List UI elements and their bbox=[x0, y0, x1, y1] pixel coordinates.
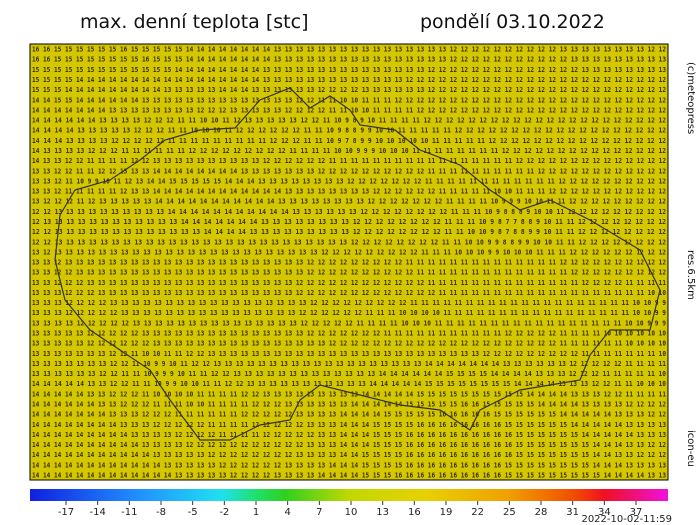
colorbar-tick-label: 31 bbox=[566, 507, 579, 518]
border-contour bbox=[54, 87, 661, 441]
value-row: 14 14 15 15 14 14 14 14 14 14 13 13 13 1… bbox=[32, 96, 666, 104]
value-row: 13 12 13 13 13 13 13 13 13 13 13 13 13 1… bbox=[32, 248, 666, 256]
colorbar-tick-label: 37 bbox=[630, 507, 643, 518]
value-row: 16 16 15 15 15 15 15 15 16 15 15 15 15 1… bbox=[32, 46, 666, 54]
colorbar-tick-label: -17 bbox=[58, 507, 74, 518]
value-row: 15 15 15 15 14 14 14 14 14 14 14 14 14 1… bbox=[32, 76, 666, 84]
value-row: 16 16 15 15 15 15 15 15 15 15 16 15 15 1… bbox=[32, 56, 666, 64]
value-grid: 16 16 15 15 15 15 15 15 16 15 15 15 15 1… bbox=[32, 46, 666, 480]
colorbar-tick-label: 13 bbox=[376, 507, 389, 518]
value-row: 14 14 14 14 14 14 14 14 14 14 14 13 13 1… bbox=[32, 451, 666, 459]
value-row: 15 15 15 14 14 14 14 14 14 14 14 14 13 1… bbox=[32, 86, 666, 94]
value-row: 13 13 13 13 13 12 12 12 12 12 12 13 13 1… bbox=[32, 340, 666, 348]
value-row: 13 13 13 13 12 12 12 12 12 13 13 13 13 1… bbox=[32, 319, 666, 327]
value-row: 13 13 13 12 12 12 13 13 13 13 13 13 13 1… bbox=[32, 289, 666, 297]
map-title: max. denní teplota [stc] bbox=[80, 11, 308, 33]
colorbar-tick-label: -14 bbox=[89, 507, 105, 518]
colorbar-ticks: -17 -14 -11 -8 -5 -2 1 4 7 10 13 16 19 22 25 28 31 34 37 bbox=[58, 501, 643, 518]
colorbar-tick-label: -2 bbox=[219, 507, 229, 518]
value-row: 13 13 12 11 11 11 11 11 12 13 13 14 14 1… bbox=[32, 188, 666, 196]
colorbar bbox=[30, 489, 668, 501]
value-row: 14 14 14 14 14 13 13 12 12 12 11 10 10 1… bbox=[32, 390, 666, 398]
value-row: 14 13 13 12 12 11 11 11 11 12 12 13 13 1… bbox=[32, 157, 666, 165]
value-row: 13 13 12 12 12 13 13 13 13 13 13 13 13 1… bbox=[32, 279, 666, 287]
value-row: 12 13 13 13 13 13 13 13 13 13 13 13 13 1… bbox=[32, 218, 666, 226]
value-row: 14 14 14 14 14 14 13 13 13 13 12 12 12 1… bbox=[32, 117, 666, 125]
colorbar-tick-label: 22 bbox=[471, 507, 484, 518]
value-row: 13 13 12 12 13 13 13 13 13 13 13 13 13 1… bbox=[32, 269, 666, 277]
value-row: 14 14 14 13 13 13 13 12 12 12 12 12 11 1… bbox=[32, 137, 666, 145]
value-row: 13 13 12 11 10 9 9 10 11 12 13 14 14 15 … bbox=[32, 177, 666, 185]
value-row: 13 13 12 13 13 13 13 13 13 13 13 13 13 1… bbox=[32, 259, 666, 267]
model-name: icon-eu bbox=[685, 430, 696, 467]
value-row: 14 14 14 14 14 13 13 12 12 11 11 10 9 9 … bbox=[32, 380, 666, 388]
colorbar-tick-label: -8 bbox=[156, 507, 166, 518]
timestamp: 2022-10-02-11:59 bbox=[581, 514, 672, 525]
value-row: 13 13 13 13 13 13 13 12 12 11 10 9 9 10 … bbox=[32, 360, 666, 368]
value-row: 14 14 14 14 14 14 14 14 14 14 14 14 14 1… bbox=[32, 471, 666, 479]
resolution: res.6.5km bbox=[685, 250, 696, 300]
colorbar-tick-label: -11 bbox=[121, 507, 137, 518]
value-row: 14 14 14 14 14 14 14 13 13 13 12 12 12 1… bbox=[32, 411, 666, 419]
value-row: 13 13 12 12 11 11 12 12 13 13 13 14 14 1… bbox=[32, 167, 666, 175]
copyright: (c)meteopress bbox=[685, 62, 696, 134]
value-row: 14 14 14 14 14 14 14 13 13 13 13 13 13 1… bbox=[32, 106, 666, 114]
colorbar-tick-label: 34 bbox=[598, 507, 611, 518]
value-row: 14 14 14 14 14 14 14 14 14 13 13 13 13 1… bbox=[32, 431, 666, 439]
colorbar-tick-label: 16 bbox=[408, 507, 421, 518]
value-row: 13 13 13 12 12 12 12 12 13 13 13 13 13 1… bbox=[32, 309, 666, 317]
map-area bbox=[30, 44, 668, 480]
value-row: 12 12 13 13 13 13 13 13 13 13 13 13 13 1… bbox=[32, 228, 666, 236]
value-row: 14 14 14 14 14 14 14 14 14 14 14 14 13 1… bbox=[32, 461, 666, 469]
colorbar-tick-label: 19 bbox=[440, 507, 453, 518]
value-row: 12 12 13 13 13 13 13 13 13 13 13 13 14 1… bbox=[32, 208, 666, 216]
value-row: 12 12 13 13 13 13 13 13 13 13 13 13 13 1… bbox=[32, 238, 666, 246]
colorbar-tick-label: 28 bbox=[535, 507, 548, 518]
value-row: 13 13 13 13 13 13 13 12 12 11 10 10 11 1… bbox=[32, 350, 666, 358]
value-row: 13 13 13 12 12 12 12 13 13 13 13 13 13 1… bbox=[32, 299, 666, 307]
colorbar-tick-label: 25 bbox=[503, 507, 516, 518]
value-row: 13 13 13 13 13 12 12 12 12 12 13 13 13 1… bbox=[32, 330, 666, 338]
value-row: 15 15 15 15 15 15 15 15 15 15 15 15 15 1… bbox=[32, 66, 666, 74]
value-row: 14 14 14 14 13 13 13 13 13 12 12 12 11 1… bbox=[32, 127, 666, 135]
colorbar-tick-label: 1 bbox=[253, 507, 259, 518]
value-row: 13 12 12 12 11 12 13 13 13 13 13 14 14 1… bbox=[32, 198, 666, 206]
value-row: 14 14 14 14 14 14 13 13 12 12 12 11 11 1… bbox=[32, 400, 666, 408]
map-date: pondělí 03.10.2022 bbox=[420, 11, 605, 33]
map-frame bbox=[29, 43, 669, 481]
value-row: 14 14 14 14 14 14 14 14 14 14 13 13 13 1… bbox=[32, 441, 666, 449]
value-row: 14 14 14 14 14 14 14 14 13 13 13 12 12 1… bbox=[32, 421, 666, 429]
colorbar-tick-label: 10 bbox=[345, 507, 358, 518]
value-row: 13 13 13 13 13 13 12 12 11 11 10 9 9 9 1… bbox=[32, 370, 666, 378]
colorbar-tick-label: 4 bbox=[284, 507, 290, 518]
colorbar-tick-label: 7 bbox=[316, 507, 322, 518]
value-row: 14 13 13 13 13 12 12 12 11 11 11 11 11 1… bbox=[32, 147, 666, 155]
colorbar-tick-label: -5 bbox=[188, 507, 198, 518]
